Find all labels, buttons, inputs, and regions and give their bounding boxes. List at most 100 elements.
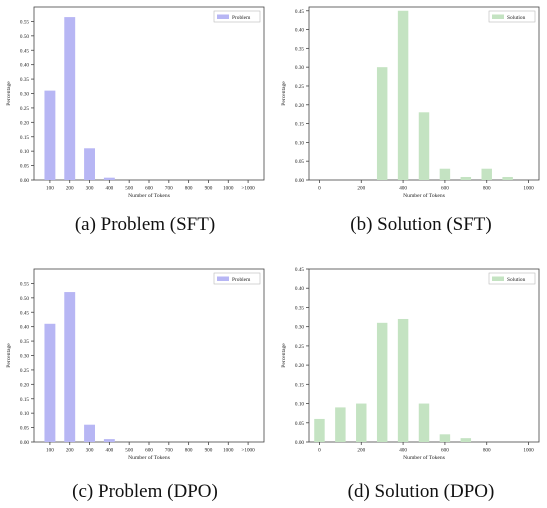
y-tick-label: 0.20 (295, 103, 304, 109)
x-tick-label: 200 (66, 186, 74, 192)
y-tick-label: 0.35 (295, 46, 304, 52)
legend-swatch (492, 14, 504, 19)
x-tick-label: 500 (125, 448, 133, 454)
bar (64, 17, 76, 180)
bar (64, 292, 76, 442)
x-tick-label: 0 (318, 186, 321, 192)
y-tick-label: 0.10 (20, 149, 29, 155)
bar (481, 168, 492, 180)
x-tick-label: 300 (86, 186, 94, 192)
caption-d: (d) Solution (DPO) (347, 481, 495, 502)
x-tick-label: 100 (46, 186, 54, 192)
legend-box (488, 10, 536, 23)
x-tick-label: 1000 (523, 448, 534, 454)
y-tick-label: 0.30 (20, 92, 29, 98)
x-tick-label: 700 (165, 448, 173, 454)
bar (460, 176, 472, 180)
caption-b: (b) Solution (SFT) (350, 214, 492, 235)
chart-problem-sft: 0.00 0.05 0.10 0.15 0.20 0.25 0.30 0.35 0.40 0.45… (0, 0, 272, 206)
y-tick-label: 0.05 (295, 421, 304, 427)
legend-box (488, 272, 536, 285)
x-axis-label: Number of Tokens (128, 454, 170, 461)
chart-solution-sft: 0.00 0.05 0.10 0.15 0.20 0.25 0.30 0.35 0.40 0.45… (275, 0, 547, 206)
y-tick-label: 0.50 (20, 34, 29, 40)
y-tick-label: 0.15 (295, 382, 304, 388)
bar (376, 67, 388, 180)
legend-box (213, 272, 261, 285)
chart-svg: 0.00 0.05 0.10 0.15 0.20 0.25 0.30 0.35 0.40 0.45… (6, 6, 265, 199)
y-tick-label: 0.40 (20, 325, 29, 331)
y-tick-label: 0.30 (295, 325, 304, 331)
y-tick-label: 0.00 (20, 440, 29, 446)
y-tick-label: 0.55 (20, 281, 29, 287)
legend-swatch (492, 276, 504, 281)
legend-swatch (217, 14, 229, 19)
y-tick-label: 0.45 (295, 267, 304, 273)
bar (84, 424, 95, 442)
bar (397, 318, 409, 442)
bar (44, 323, 56, 442)
bar (103, 439, 115, 442)
bar (460, 438, 472, 442)
x-tick-label: 1000 (223, 448, 234, 454)
y-tick-label: 0.45 (20, 310, 29, 316)
x-tick-label: 400 (105, 186, 113, 192)
x-tick-label: >1000 (241, 186, 255, 192)
chart-problem-dpo: 0.00 0.05 0.10 0.15 0.20 0.25 0.30 0.35 0.40 0.45… (0, 262, 272, 468)
bar (439, 434, 451, 442)
y-tick-label: 0.10 (295, 402, 304, 408)
legend-label: Problem (232, 277, 251, 283)
bar (314, 418, 325, 442)
y-tick-label: 0.00 (295, 178, 304, 184)
legend-label: Solution (507, 277, 526, 283)
x-axis-label: Number of Tokens (403, 454, 445, 461)
bar (502, 176, 513, 180)
y-tick-label: 0.40 (20, 63, 29, 69)
x-tick-label: 1000 (523, 186, 534, 192)
bar (418, 403, 430, 442)
y-tick-label: 0.05 (20, 164, 29, 170)
x-tick-label: 900 (205, 448, 213, 454)
x-tick-label: 100 (46, 448, 54, 454)
y-tick-label: 0.25 (295, 84, 304, 90)
x-tick-label: 800 (185, 448, 193, 454)
x-tick-label: 600 (441, 448, 449, 454)
bar (44, 90, 56, 180)
bar (397, 10, 409, 181)
y-tick-label: 0.05 (20, 426, 29, 432)
y-tick-label: 0.15 (295, 122, 304, 128)
y-tick-label: 0.25 (295, 344, 304, 350)
y-tick-label: 0.25 (20, 368, 29, 374)
y-tick-label: 0.30 (295, 65, 304, 71)
bar (439, 168, 451, 180)
chart-svg: 0.00 0.05 0.10 0.15 0.20 0.25 0.30 0.35 0.40 0.45… (281, 6, 540, 199)
y-tick-label: 0.40 (295, 28, 304, 34)
y-axis-label: Percentage (6, 343, 12, 368)
x-tick-label: 0 (318, 448, 321, 454)
chart-solution-dpo: 0.00 0.05 0.10 0.15 0.20 0.25 0.30 0.35 0.40 0.45… (275, 262, 547, 468)
y-axis-label: Percentage (281, 81, 287, 106)
y-axis-label: Percentage (281, 343, 287, 368)
x-tick-label: 800 (483, 186, 491, 192)
y-tick-label: 0.10 (295, 140, 304, 146)
caption-c: (c) Problem (DPO) (72, 481, 218, 502)
y-axis-label: Percentage (6, 81, 12, 106)
bar (376, 322, 388, 442)
bar (356, 403, 367, 442)
x-tick-label: 600 (145, 186, 153, 192)
y-tick-label: 0.20 (20, 382, 29, 388)
x-tick-label: >1000 (241, 448, 255, 454)
x-tick-label: 400 (399, 186, 407, 192)
legend-swatch (217, 276, 229, 281)
legend-box (213, 10, 261, 23)
x-tick-label: 800 (185, 186, 193, 192)
x-tick-label: 200 (66, 448, 74, 454)
x-axis-label: Number of Tokens (128, 192, 170, 199)
x-tick-label: 800 (483, 448, 491, 454)
y-tick-label: 0.20 (295, 363, 304, 369)
y-tick-label: 0.50 (20, 296, 29, 302)
bar (103, 177, 115, 180)
y-tick-label: 0.00 (295, 440, 304, 446)
y-tick-label: 0.40 (295, 286, 304, 292)
x-tick-label: 900 (205, 186, 213, 192)
